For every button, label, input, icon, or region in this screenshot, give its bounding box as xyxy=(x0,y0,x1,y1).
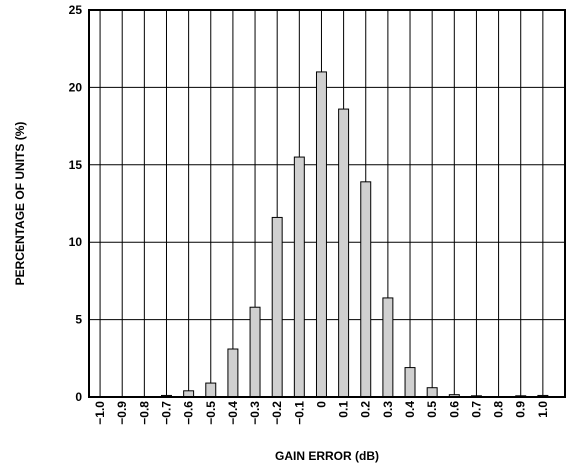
x-tick-label: 0.1 xyxy=(337,401,351,418)
x-tick-label: 0.8 xyxy=(492,401,506,418)
x-tick-label: 0.6 xyxy=(447,401,461,418)
bar xyxy=(426,387,438,398)
bar xyxy=(315,71,327,398)
x-tick-label: 0.2 xyxy=(359,401,373,418)
bar xyxy=(382,297,394,398)
bars xyxy=(161,71,549,398)
x-tick-label: −0.4 xyxy=(226,401,240,425)
x-tick-label: −0.8 xyxy=(137,401,151,425)
y-tick-label: 10 xyxy=(69,235,83,249)
bar xyxy=(227,348,239,398)
bar xyxy=(404,367,416,398)
x-tick-label: −0.6 xyxy=(182,401,196,425)
plot-area-frame xyxy=(88,9,566,398)
bar xyxy=(271,216,283,398)
bar xyxy=(293,156,305,398)
y-tick-label: 25 xyxy=(69,3,83,17)
bar xyxy=(338,108,350,398)
x-tick-label: 0.3 xyxy=(381,401,395,418)
x-tick-label: 0 xyxy=(314,401,328,408)
bar xyxy=(205,382,217,398)
x-tick-label: −0.7 xyxy=(159,401,173,425)
x-tick-labels: −1.0 −0.9 −0.8 −0.7 −0.6 −0.5 −0.4 −0.3 −0.2 −0.1… xyxy=(93,401,550,425)
bar xyxy=(249,306,261,398)
x-tick-label: −0.2 xyxy=(270,401,284,425)
y-tick-labels: 0 5 10 15 20 25 xyxy=(69,3,83,404)
x-tick-label: −1.0 xyxy=(93,401,107,425)
x-tick-label: −0.1 xyxy=(292,401,306,425)
y-tick-label: 20 xyxy=(69,80,83,94)
x-axis-label: GAIN ERROR (dB) xyxy=(275,449,379,463)
x-tick-label: 0.5 xyxy=(425,401,439,418)
x-tick-label: −0.5 xyxy=(204,401,218,425)
x-tick-label: 0.7 xyxy=(469,401,483,418)
x-tick-label: 1.0 xyxy=(536,401,550,418)
x-tick-label: −0.3 xyxy=(248,401,262,425)
y-tick-label: 0 xyxy=(75,390,82,404)
bar xyxy=(360,181,372,398)
x-tick-label: 0.4 xyxy=(403,401,417,418)
y-tick-label: 5 xyxy=(75,313,82,327)
y-axis-label: PERCENTAGE OF UNITS (%) xyxy=(13,122,27,286)
x-tick-label: −0.9 xyxy=(115,401,129,425)
y-tick-label: 15 xyxy=(69,158,83,172)
grid-lines xyxy=(89,9,566,398)
x-tick-label: 0.9 xyxy=(514,401,528,418)
